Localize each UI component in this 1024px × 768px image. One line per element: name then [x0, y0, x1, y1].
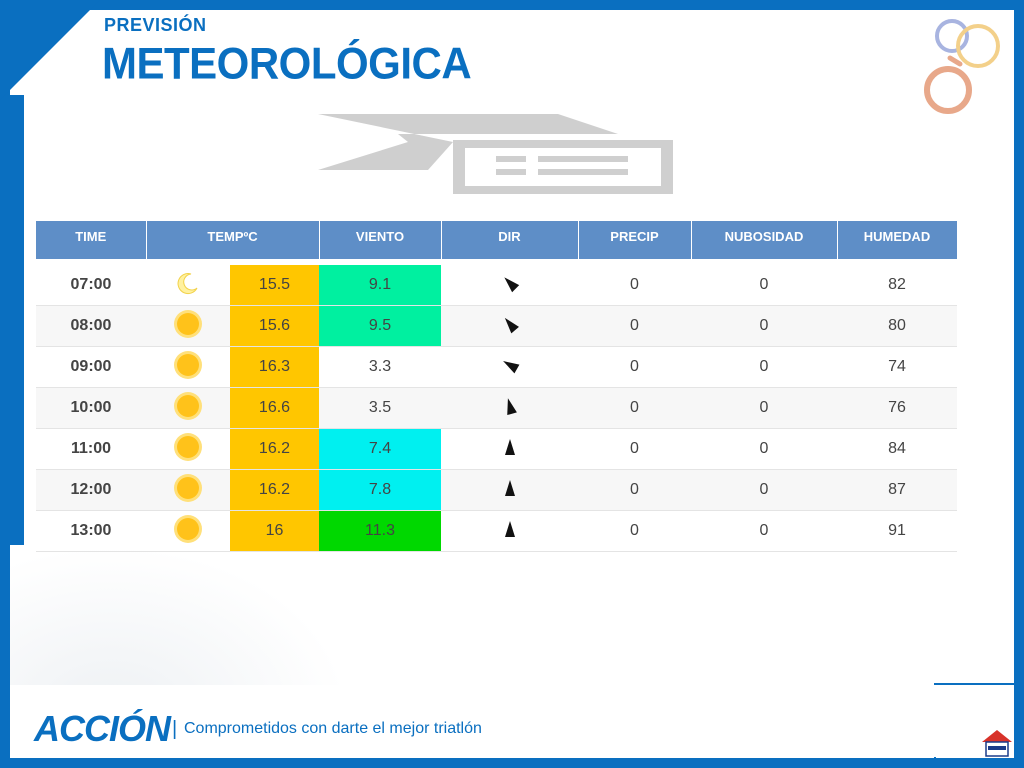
humidity-cell: 82	[837, 265, 957, 306]
precip-cell: 0	[578, 428, 691, 470]
cloud-cell: 0	[691, 469, 837, 511]
table-row: 11:00 16.2 7.4 0 0 84	[36, 428, 957, 470]
footer-bar	[10, 685, 1014, 757]
corner-decoration	[0, 0, 100, 100]
column-header-humidity: HUMEDAD	[837, 221, 958, 259]
table-row: 13:00 16 11.3 0 0 91	[36, 510, 957, 552]
precip-cell: 0	[578, 305, 691, 347]
sun-icon	[177, 312, 199, 339]
column-header-time: TIME	[36, 221, 147, 259]
wind-cell: 9.1	[319, 265, 441, 306]
temp-cell: 16	[230, 510, 319, 552]
footer-brand-logo: ACCIÓN	[34, 708, 171, 749]
cloud-cell: 0	[691, 428, 837, 470]
temp-cell: 16.2	[230, 469, 319, 511]
wind-cell: 9.5	[319, 305, 441, 347]
column-header-cloud: NUBOSIDAD	[691, 221, 838, 259]
dir-cell	[441, 346, 578, 388]
wind-direction-icon	[504, 438, 515, 455]
humidity-cell: 91	[837, 510, 957, 552]
dir-cell	[441, 510, 578, 552]
column-header-wind: VIENTO	[319, 221, 442, 259]
wind-cell: 3.3	[319, 346, 441, 388]
wind-cell: 7.8	[319, 469, 441, 511]
precip-cell: 0	[578, 510, 691, 552]
sun-icon	[177, 476, 199, 503]
precip-cell: 0	[578, 387, 691, 429]
document-icon	[318, 114, 673, 194]
house-logo-icon	[982, 730, 1012, 757]
humidity-cell: 84	[837, 428, 957, 470]
humidity-cell: 74	[837, 346, 957, 388]
cloud-cell: 0	[691, 510, 837, 552]
time-cell: 13:00	[36, 510, 146, 552]
time-cell: 11:00	[36, 428, 146, 470]
column-header-dir: DIR	[441, 221, 579, 259]
wind-direction-icon	[500, 356, 519, 373]
page-subtitle: PREVISIÓN	[104, 15, 207, 35]
wind-direction-icon	[502, 396, 517, 415]
time-cell: 08:00	[36, 305, 146, 347]
column-header-temp: TEMPºC	[146, 221, 320, 259]
time-cell: 12:00	[36, 469, 146, 511]
humidity-cell: 80	[837, 305, 957, 347]
temp-cell: 16.2	[230, 428, 319, 470]
page-title: METEOROLÓGICA	[102, 38, 472, 89]
wind-cell: 3.5	[319, 387, 441, 429]
wind-cell: 11.3	[319, 510, 441, 552]
footer-slogan: Comprometidos con darte el mejor triatló…	[184, 720, 482, 737]
weather-icon-cell	[146, 305, 230, 347]
table-row: 09:00 16.3 3.3 0 0 74	[36, 346, 957, 388]
wind-direction-icon	[504, 479, 515, 496]
table-row: 12:00 16.2 7.8 0 0 87	[36, 469, 957, 511]
wind-direction-icon	[504, 520, 515, 537]
time-cell: 07:00	[36, 265, 146, 306]
forecast-table: TIME TEMPºC VIENTO DIR PRECIP NUBOSIDAD …	[36, 221, 958, 552]
dir-cell	[441, 387, 578, 429]
table-row: 07:00 15.5 9.1 0 0 82	[36, 265, 957, 306]
cloud-cell: 0	[691, 265, 837, 306]
table-row: 10:00 16.6 3.5 0 0 76	[36, 387, 957, 429]
column-header-precip: PRECIP	[578, 221, 692, 259]
moon-icon	[176, 272, 200, 299]
dir-cell	[441, 428, 578, 470]
wind-direction-icon	[500, 273, 519, 292]
table-row: 08:00 15.6 9.5 0 0 80	[36, 305, 957, 347]
temp-cell: 15.6	[230, 305, 319, 347]
time-cell: 09:00	[36, 346, 146, 388]
weather-icon-cell	[146, 469, 230, 511]
sun-icon	[177, 353, 199, 380]
weather-icon-cell	[146, 346, 230, 388]
precip-cell: 0	[578, 346, 691, 388]
table-header-row: TIME TEMPºC VIENTO DIR PRECIP NUBOSIDAD …	[36, 221, 958, 259]
weather-icon-cell	[146, 265, 230, 306]
weather-icon-cell	[146, 428, 230, 470]
temp-cell: 16.3	[230, 346, 319, 388]
cloud-cell: 0	[691, 305, 837, 347]
wind-direction-icon	[500, 314, 519, 333]
sun-icon	[177, 394, 199, 421]
humidity-cell: 76	[837, 387, 957, 429]
precip-cell: 0	[578, 265, 691, 306]
weather-icon-cell	[146, 510, 230, 552]
time-cell: 10:00	[36, 387, 146, 429]
temp-cell: 15.5	[230, 265, 319, 306]
footer-separator: |	[172, 718, 178, 740]
weather-icon-cell	[146, 387, 230, 429]
wind-cell: 7.4	[319, 428, 441, 470]
dir-cell	[441, 265, 578, 306]
cloud-cell: 0	[691, 346, 837, 388]
precip-cell: 0	[578, 469, 691, 511]
humidity-cell: 87	[837, 469, 957, 511]
dir-cell	[441, 305, 578, 347]
sun-icon	[177, 517, 199, 544]
sun-icon	[177, 435, 199, 462]
dir-cell	[441, 469, 578, 511]
temp-cell: 16.6	[230, 387, 319, 429]
rings-logo-icon	[924, 19, 1000, 114]
cloud-cell: 0	[691, 387, 837, 429]
